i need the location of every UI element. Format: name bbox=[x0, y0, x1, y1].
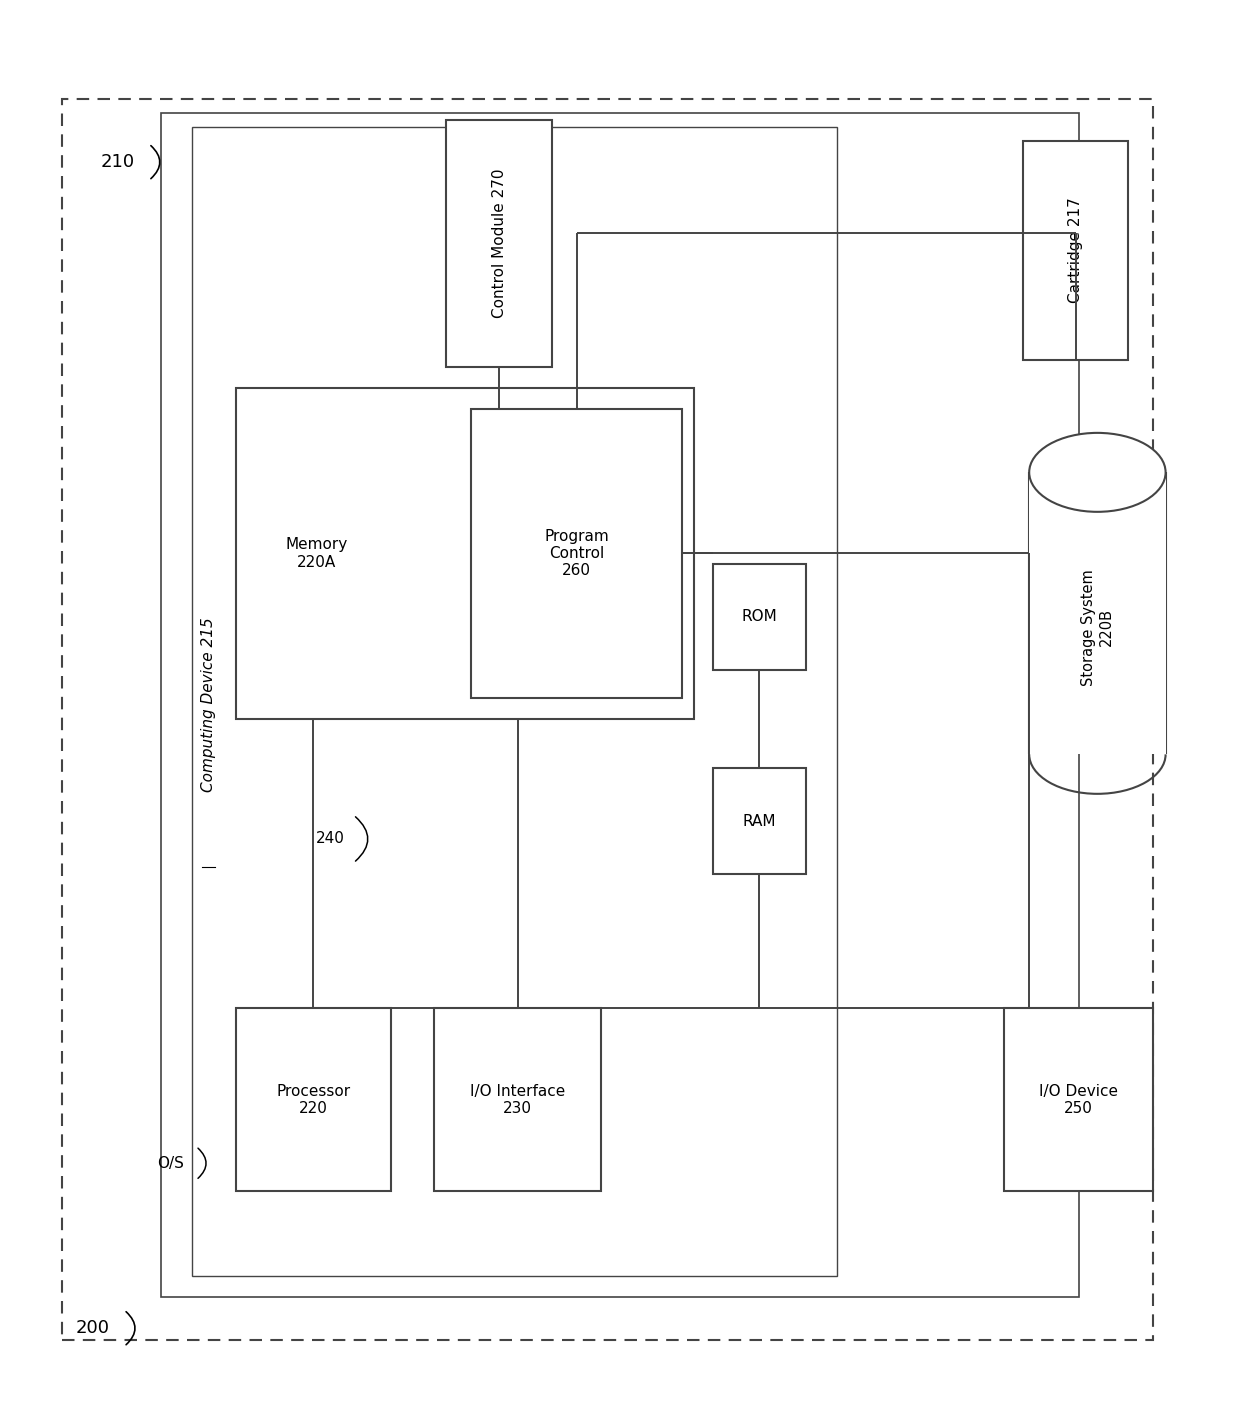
Bar bbox=[713, 768, 806, 874]
Text: Computing Device 215: Computing Device 215 bbox=[201, 618, 216, 792]
Text: Memory
220A: Memory 220A bbox=[285, 537, 347, 570]
Bar bbox=[62, 99, 1153, 1340]
Bar bbox=[1004, 1008, 1153, 1191]
Text: I/O Interface
230: I/O Interface 230 bbox=[470, 1084, 565, 1115]
Text: I/O Device
250: I/O Device 250 bbox=[1039, 1084, 1118, 1115]
Text: 200: 200 bbox=[76, 1320, 110, 1337]
Text: Cartridge 217: Cartridge 217 bbox=[1068, 197, 1084, 303]
Text: 240: 240 bbox=[316, 832, 345, 846]
Text: 210: 210 bbox=[100, 154, 135, 171]
Bar bbox=[471, 409, 682, 698]
Bar bbox=[236, 1008, 391, 1191]
Bar bbox=[434, 1008, 601, 1191]
Text: Control Module 270: Control Module 270 bbox=[491, 168, 507, 319]
Bar bbox=[713, 564, 806, 670]
Text: Processor
220: Processor 220 bbox=[277, 1084, 350, 1115]
Text: O/S: O/S bbox=[156, 1156, 184, 1170]
Bar bbox=[1029, 472, 1166, 754]
Text: ROM: ROM bbox=[742, 609, 777, 625]
Bar bbox=[161, 113, 1079, 1297]
Bar bbox=[192, 127, 837, 1276]
Bar bbox=[236, 388, 694, 719]
Ellipse shape bbox=[1029, 433, 1166, 512]
Text: Program
Control
260: Program Control 260 bbox=[544, 529, 609, 578]
Bar bbox=[446, 120, 552, 367]
Text: Storage System
220B: Storage System 220B bbox=[1081, 570, 1114, 685]
Text: RAM: RAM bbox=[743, 814, 776, 829]
Bar bbox=[1023, 141, 1128, 360]
